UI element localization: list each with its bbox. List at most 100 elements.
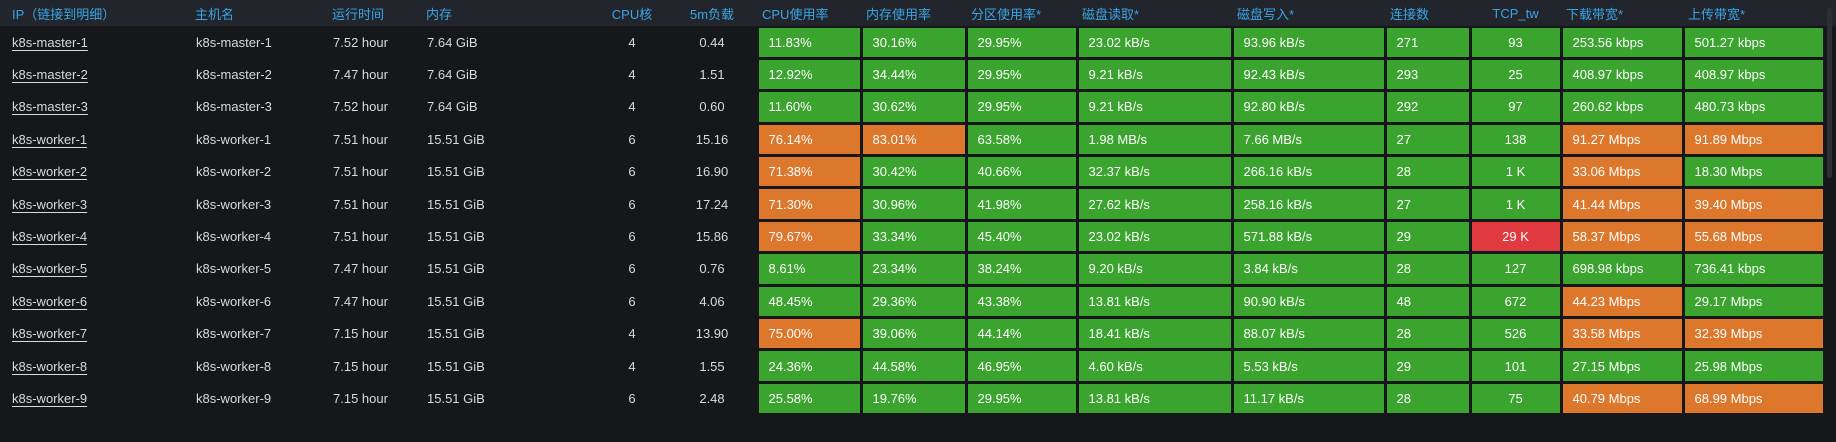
column-header-disk_write[interactable]: 磁盘写入* <box>1237 6 1295 22</box>
tcp_tw-value-cell: 127 <box>1471 254 1560 284</box>
column-header-memory[interactable]: 内存 <box>426 6 453 22</box>
cell-disk_write: 3.84 kB/s <box>1232 253 1385 285</box>
cell-upload_bw: 408.97 kbps <box>1683 58 1824 90</box>
cell-ip: k8s-worker-5 <box>0 253 190 285</box>
node-detail-link[interactable]: k8s-worker-6 <box>12 293 88 309</box>
cell-download_bw: 33.58 Mbps <box>1561 318 1683 350</box>
cell-load_5m: 2.48 <box>699 390 725 406</box>
column-header-load_5m[interactable]: 5m负载 <box>689 6 735 22</box>
disk_write-value-cell: 258.16 kB/s <box>1233 189 1384 219</box>
connections-value-cell: 27 <box>1386 189 1469 219</box>
node-detail-link[interactable]: k8s-worker-5 <box>12 261 88 277</box>
cell-cpu_usage: 71.38% <box>757 156 861 188</box>
column-header-disk_read[interactable]: 磁盘读取* <box>1082 6 1140 22</box>
cell-cpu_cores: 6 <box>628 196 636 212</box>
download_bw-value-cell: 253.56 kbps <box>1562 27 1682 57</box>
cell-uptime: 7.52 hour <box>333 99 388 115</box>
cpu_usage-value-cell: 11.60% <box>758 92 860 122</box>
cell-hostname: k8s-worker-9 <box>196 390 272 406</box>
cell-cpu_cores: 4 <box>628 358 636 374</box>
connections-value-cell: 28 <box>1386 254 1469 284</box>
disk_write-value-cell: 11.17 kB/s <box>1233 383 1384 414</box>
cell-memory: 7.64 GiB <box>427 34 478 50</box>
cell-download_bw: 260.62 kbps <box>1561 91 1683 123</box>
column-header-cpu_usage[interactable]: CPU使用率 <box>762 6 829 22</box>
node-detail-link[interactable]: k8s-worker-2 <box>12 164 88 180</box>
node-detail-link[interactable]: k8s-master-3 <box>12 99 88 115</box>
table-row: k8s-worker-3 k8s-worker-3 7.51 hour 15.51 G… <box>0 188 1824 220</box>
cell-connections: 27 <box>1385 123 1470 155</box>
cell-disk_read: 9.20 kB/s <box>1077 253 1232 285</box>
table-row: k8s-worker-9 k8s-worker-9 7.15 hour 15.51 G… <box>0 382 1824 414</box>
download_bw-value-cell: 58.37 Mbps <box>1562 221 1682 252</box>
tcp_tw-value-cell: 1 K <box>1471 157 1560 187</box>
cell-ip: k8s-worker-8 <box>0 350 190 382</box>
cell-disk_write: 88.07 kB/s <box>1232 318 1385 350</box>
cell-partition_usage: 46.95% <box>966 350 1077 382</box>
cell-cpu_usage: 48.45% <box>757 285 861 317</box>
mem_usage-value-cell: 44.58% <box>862 351 965 381</box>
partition_usage-value-cell: 29.95% <box>967 383 1076 414</box>
cell-disk_write: 258.16 kB/s <box>1232 188 1385 220</box>
cell-connections: 48 <box>1385 285 1470 317</box>
cell-disk_read: 23.02 kB/s <box>1077 220 1232 252</box>
cell-disk_read: 27.62 kB/s <box>1077 188 1232 220</box>
cpu_usage-value-cell: 76.14% <box>758 124 860 155</box>
partition_usage-value-cell: 40.66% <box>967 157 1076 187</box>
node-detail-link[interactable]: k8s-worker-3 <box>12 196 88 212</box>
column-header-hostname[interactable]: 主机名 <box>195 6 235 22</box>
column-header-ip[interactable]: IP（链接到明细） <box>12 6 116 22</box>
node-detail-link[interactable]: k8s-master-1 <box>12 34 88 50</box>
upload_bw-value-cell: 736.41 kbps <box>1684 254 1823 284</box>
column-header-upload_bw[interactable]: 上传带宽* <box>1688 6 1746 22</box>
cell-memory: 15.51 GiB <box>427 131 485 147</box>
cell-disk_read: 4.60 kB/s <box>1077 350 1232 382</box>
cell-cpu_usage: 71.30% <box>757 188 861 220</box>
cell-uptime: 7.51 hour <box>333 196 388 212</box>
column-header-partition_usage[interactable]: 分区使用率* <box>971 6 1042 22</box>
node-detail-link[interactable]: k8s-worker-4 <box>12 229 88 245</box>
cell-memory: 7.64 GiB <box>427 67 478 83</box>
column-header-download_bw[interactable]: 下载带宽* <box>1566 6 1624 22</box>
column-header-uptime[interactable]: 运行时间 <box>332 6 385 22</box>
cell-disk_read: 32.37 kB/s <box>1077 156 1232 188</box>
cell-hostname: k8s-worker-4 <box>196 229 272 245</box>
node-detail-link[interactable]: k8s-worker-9 <box>12 390 88 406</box>
cell-mem_usage: 34.44% <box>861 58 966 90</box>
tcp_tw-value-cell: 93 <box>1471 27 1560 57</box>
partition_usage-value-cell: 46.95% <box>967 351 1076 381</box>
table-row: k8s-worker-1 k8s-worker-1 7.51 hour 15.51 G… <box>0 123 1824 155</box>
disk_read-value-cell: 1.98 MB/s <box>1078 124 1231 155</box>
cell-connections: 28 <box>1385 253 1470 285</box>
disk_read-value-cell: 13.81 kB/s <box>1078 286 1231 317</box>
cell-partition_usage: 63.58% <box>966 123 1077 155</box>
cell-ip: k8s-master-2 <box>0 58 190 90</box>
cell-partition_usage: 29.95% <box>966 91 1077 123</box>
cell-ip: k8s-master-1 <box>0 26 190 58</box>
vertical-scrollbar[interactable] <box>1827 8 1832 178</box>
column-header-tcp_tw[interactable]: TCP_tw <box>1492 5 1539 21</box>
node-detail-link[interactable]: k8s-worker-7 <box>12 326 88 342</box>
cell-load_5m: 13.90 <box>695 326 729 342</box>
cpu_usage-value-cell: 71.38% <box>758 157 860 187</box>
node-detail-link[interactable]: k8s-worker-8 <box>12 358 88 374</box>
column-header-cpu_cores[interactable]: CPU核 <box>611 6 653 22</box>
cell-upload_bw: 25.98 Mbps <box>1683 350 1824 382</box>
cell-uptime: 7.47 hour <box>333 261 388 277</box>
column-header-mem_usage[interactable]: 内存使用率 <box>866 6 932 22</box>
cell-mem_usage: 23.34% <box>861 253 966 285</box>
cell-load_5m: 1.51 <box>699 67 725 83</box>
table-row: k8s-master-1 k8s-master-1 7.52 hour 7.64 Gi… <box>0 26 1824 58</box>
cell-disk_read: 13.81 kB/s <box>1077 285 1232 317</box>
node-detail-link[interactable]: k8s-worker-1 <box>12 131 88 147</box>
cell-cpu_cores: 6 <box>628 131 636 147</box>
cell-mem_usage: 30.16% <box>861 26 966 58</box>
cell-partition_usage: 29.95% <box>966 58 1077 90</box>
cell-uptime: 7.47 hour <box>333 293 388 309</box>
column-header-connections[interactable]: 连接数 <box>1390 6 1430 22</box>
cell-mem_usage: 19.76% <box>861 382 966 414</box>
cell-memory: 15.51 GiB <box>427 196 485 212</box>
cell-memory: 15.51 GiB <box>427 326 485 342</box>
node-detail-link[interactable]: k8s-master-2 <box>12 67 88 83</box>
cell-download_bw: 698.98 kbps <box>1561 253 1683 285</box>
